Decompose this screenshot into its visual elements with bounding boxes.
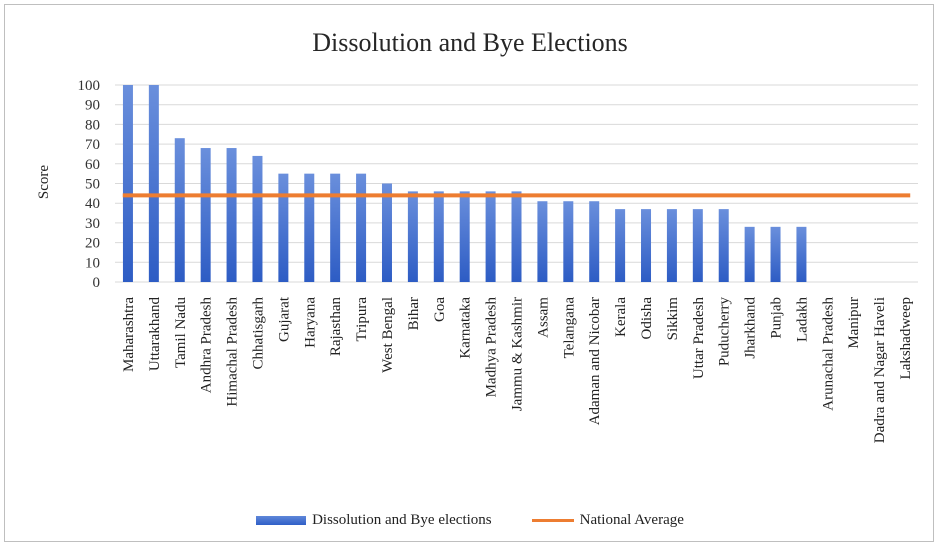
y-tick-label: 10 [85, 255, 100, 271]
x-category-label: Goa [432, 297, 448, 322]
x-category-label: Haryana [302, 297, 318, 348]
x-category-label: Chhatisgarh [250, 297, 266, 370]
x-category-label: Puducherry [717, 297, 733, 367]
legend-label-bars: Dissolution and Bye elections [312, 512, 492, 528]
bar [174, 138, 185, 282]
x-category-label: Arunachal Pradesh [820, 297, 836, 411]
x-category-label: Rajasthan [328, 297, 344, 357]
bar [744, 226, 755, 282]
y-tick-label: 30 [85, 216, 100, 232]
bar-series [122, 85, 807, 282]
x-category-label: Telangana [561, 297, 577, 359]
bar [589, 201, 600, 282]
bar [615, 209, 626, 282]
y-tick-label: 80 [85, 117, 100, 133]
legend-label-average: National Average [579, 512, 684, 528]
bar [304, 173, 315, 282]
legend-line-swatch [531, 519, 574, 522]
y-tick-label: 100 [78, 78, 101, 94]
y-axis-ticks: 0 10 20 30 40 50 60 70 80 90 100 [78, 78, 101, 291]
x-category-label: Kerala [613, 297, 629, 337]
bar [692, 209, 703, 282]
bar [356, 173, 367, 282]
x-category-label: West Bengal [380, 297, 396, 373]
x-category-label: Odisha [639, 297, 655, 340]
x-category-label: Uttar Pradesh [691, 297, 707, 380]
x-category-label: Uttarakhand [147, 297, 163, 372]
bar [278, 173, 289, 282]
bar [718, 209, 729, 282]
bar [122, 85, 133, 282]
x-category-label: Lakshadweep [898, 297, 914, 379]
x-category-label: Madhya Pradesh [484, 297, 500, 398]
legend-bar-swatch [256, 516, 307, 525]
x-category-label: Dadra and Nagar Haveli [872, 297, 888, 443]
bar [485, 191, 496, 282]
bar [148, 85, 159, 282]
bar [330, 173, 341, 282]
x-category-label: Karnataka [458, 297, 474, 359]
x-category-label: Andhra Pradesh [199, 297, 215, 394]
x-category-label: Tamil Nadu [173, 297, 189, 369]
bar [641, 209, 652, 282]
y-tick-label: 70 [85, 137, 100, 153]
gridlines [115, 84, 918, 283]
x-category-label: Ladakh [794, 297, 810, 342]
y-tick-label: 90 [85, 98, 100, 114]
legend-item-bars: Dissolution and Bye elections [256, 512, 492, 529]
bar [252, 155, 263, 282]
chart-title: Dissolution and Bye Elections [312, 28, 628, 57]
x-category-label: Jharkhand [743, 297, 759, 359]
x-category-label: Assam [535, 297, 551, 338]
y-tick-label: 40 [85, 196, 100, 212]
x-category-label: Bihar [406, 297, 422, 330]
legend: Dissolution and Bye elections National A… [0, 512, 940, 529]
x-category-label: Tripura [354, 297, 370, 342]
x-category-label: Himachal Pradesh [225, 297, 241, 407]
bar [381, 183, 392, 282]
bar [433, 191, 444, 282]
bar [796, 226, 807, 282]
y-tick-label: 20 [85, 236, 100, 252]
x-category-label: Maharashtra [121, 297, 137, 372]
bar [770, 226, 781, 282]
bar [459, 191, 470, 282]
x-category-label: Punjab [769, 297, 785, 339]
y-tick-label: 50 [85, 177, 100, 193]
x-category-label: Manipur [846, 297, 862, 349]
y-axis-label: Score [36, 165, 52, 199]
bar [537, 201, 548, 282]
legend-item-average: National Average [531, 512, 684, 529]
x-category-label: Sikkim [665, 297, 681, 341]
x-category-label: Gujarat [276, 296, 292, 342]
x-category-label: Adaman and Nicobar [587, 297, 603, 425]
y-tick-label: 0 [93, 275, 101, 291]
x-category-label: Jammu & Kashmir [510, 297, 526, 411]
x-axis-labels: Maharashtra Uttarakhand Tamil Nadu Andhra P… [121, 296, 914, 443]
bar [226, 148, 237, 282]
bar [563, 201, 574, 282]
y-tick-label: 60 [85, 157, 100, 173]
bar [200, 148, 211, 282]
bar [511, 191, 522, 282]
bar [407, 191, 418, 282]
bar [666, 209, 677, 282]
